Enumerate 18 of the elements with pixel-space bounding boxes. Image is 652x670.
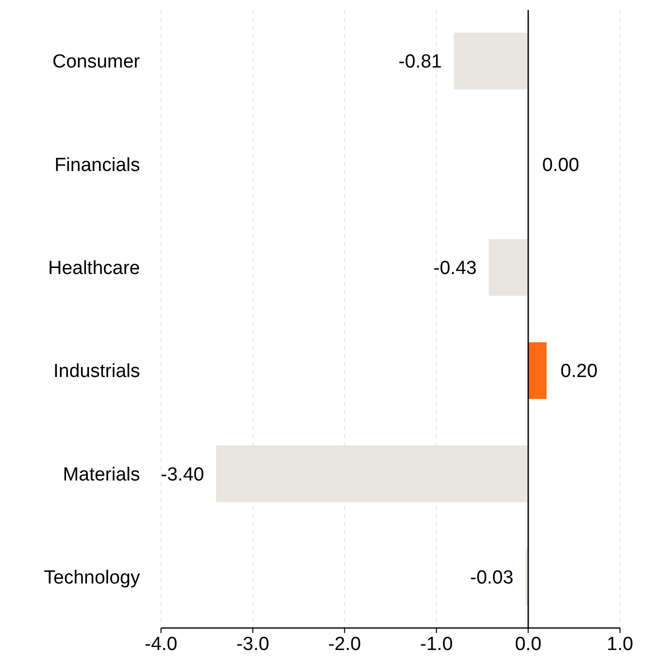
x-tick-label: -4.0: [144, 634, 178, 655]
y-tick-label: Healthcare: [48, 258, 140, 280]
data-label: -0.03: [470, 568, 514, 589]
x-tick-label: 1.0: [606, 634, 634, 655]
y-tick-label: Technology: [44, 568, 140, 589]
data-label: -3.40: [160, 464, 204, 486]
y-tick-label: Materials: [62, 464, 140, 486]
x-tick-label: -2.0: [328, 634, 361, 655]
data-label: 0.20: [560, 361, 598, 382]
x-tick-label: 0.0: [514, 634, 542, 655]
y-tick-label: Consumer: [52, 52, 141, 73]
data-label: -0.81: [398, 52, 442, 73]
y-tick-label: Financials: [54, 154, 140, 176]
data-label: -0.43: [433, 258, 477, 280]
x-tick-label: -3.0: [236, 634, 270, 655]
data-label: 0.00: [542, 154, 580, 176]
x-tick-label: -1.0: [420, 634, 453, 655]
y-tick-label: Industrials: [53, 361, 140, 382]
